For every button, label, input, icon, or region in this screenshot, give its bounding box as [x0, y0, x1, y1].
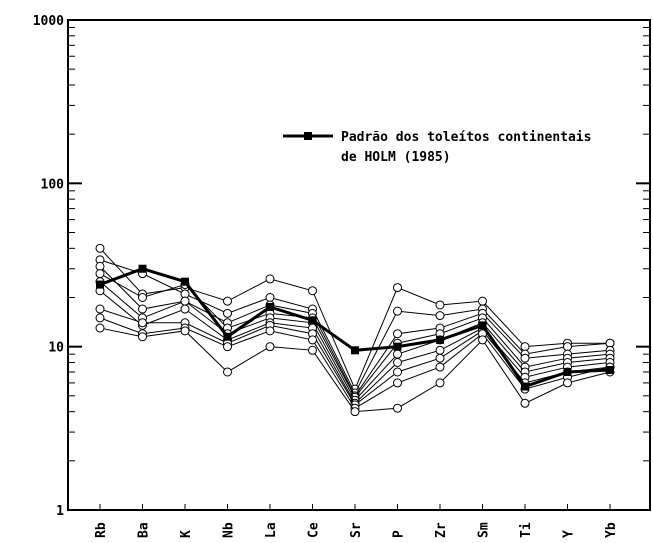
sample-point	[393, 329, 402, 339]
sample-point	[223, 308, 232, 318]
reference-point	[138, 264, 147, 273]
legend: Padrão dos toleítos continentais de HOLM…	[283, 130, 591, 165]
x-tick-label: K	[179, 530, 194, 538]
y-tick-labels: 1 10 100 1000	[33, 14, 64, 519]
sample-point	[435, 300, 445, 310]
x-tick-labels: Rb Ba K Nb La Ce Sr P Zr Sm Ti Y Yb	[94, 522, 619, 538]
reference-point	[266, 302, 274, 311]
sample-point	[265, 326, 275, 336]
reference-point	[436, 335, 444, 344]
sample-point	[435, 353, 445, 363]
sample-point	[520, 342, 530, 352]
y-tick-label: 100	[41, 177, 65, 192]
sample-point	[435, 345, 445, 355]
sample-point	[265, 274, 275, 284]
sample-point	[520, 398, 530, 408]
legend-label-line-1: Padrão dos toleítos continentais	[341, 130, 591, 145]
sample-point	[478, 296, 487, 306]
legend-label-line-2: de HOLM (1985)	[341, 150, 451, 165]
sample-point	[95, 313, 105, 323]
sample-series	[95, 323, 615, 417]
reference-point	[308, 316, 317, 325]
sample-point	[138, 292, 147, 302]
reference-point	[478, 321, 487, 330]
x-tick-label: Zr	[434, 522, 449, 538]
x-tick-label: Sm	[477, 522, 492, 538]
sample-point	[393, 378, 402, 388]
sample-point	[563, 342, 572, 352]
x-tick-label: Rb	[94, 522, 109, 538]
sample-point	[95, 269, 105, 279]
reference-point	[223, 332, 232, 341]
sample-point	[180, 304, 190, 314]
reference-point	[351, 346, 359, 355]
sample-point	[563, 378, 572, 388]
sample-point	[138, 318, 147, 328]
y-tick-label: 1000	[33, 14, 64, 29]
sample-point	[223, 367, 232, 377]
sample-point	[435, 362, 445, 372]
reference-point	[521, 382, 529, 391]
sample-point	[435, 311, 445, 321]
x-tick-label: Y	[562, 530, 577, 538]
sample-point	[138, 304, 147, 314]
sample-point	[435, 378, 445, 388]
x-tick-label: Ti	[519, 522, 534, 538]
reference-point	[181, 277, 189, 286]
x-tick-label: P	[392, 530, 407, 538]
sample-point	[180, 326, 190, 336]
sample-point	[478, 335, 487, 345]
sample-point	[350, 407, 360, 417]
sample-point	[308, 335, 317, 345]
x-tick-label: Ce	[307, 522, 322, 538]
sample-point	[308, 345, 317, 355]
sample-point	[393, 349, 402, 359]
reference-point	[393, 342, 402, 351]
sample-point	[95, 243, 105, 253]
plot-area	[67, 19, 651, 511]
sample-point	[393, 403, 402, 413]
sample-point	[180, 296, 190, 306]
y-tick-label: 1	[56, 504, 64, 519]
axis-ticks	[68, 26, 650, 511]
sample-point	[223, 296, 232, 306]
legend-marker	[304, 132, 312, 140]
sample-point	[520, 353, 530, 363]
reference-point	[96, 280, 104, 289]
sample-point	[265, 342, 275, 352]
sample-point	[393, 367, 402, 377]
x-tick-label: Nb	[222, 522, 237, 538]
sample-point	[393, 306, 402, 316]
reference-series	[96, 264, 614, 391]
reference-point	[606, 365, 614, 374]
sample-point	[308, 286, 317, 296]
x-tick-label: La	[264, 522, 279, 538]
series-group	[95, 243, 615, 417]
x-tick-label: Yb	[604, 522, 619, 538]
x-tick-label: Ba	[137, 522, 152, 538]
sample-point	[95, 323, 105, 333]
sample-point	[223, 342, 232, 352]
sample-point	[393, 357, 402, 367]
sample-point	[265, 292, 275, 302]
x-tick-label: Sr	[349, 522, 364, 538]
reference-point	[563, 367, 572, 376]
sample-point	[95, 304, 105, 314]
sample-point	[138, 332, 147, 342]
sample-point	[393, 283, 402, 293]
y-tick-label: 10	[48, 341, 64, 356]
